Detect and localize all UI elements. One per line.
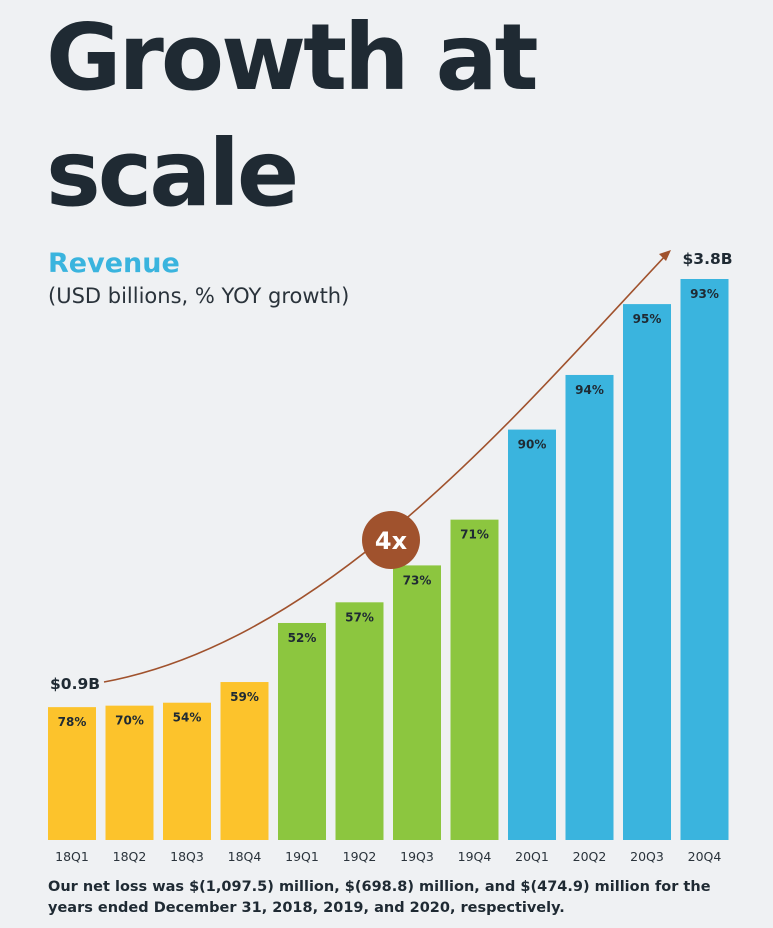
growth-arrow bbox=[103, 252, 669, 683]
bar-18Q2 bbox=[105, 705, 154, 840]
footnote: Our net loss was $(1,097.5) million, $(6… bbox=[48, 879, 711, 916]
bar-19Q3 bbox=[393, 565, 441, 840]
bar-18Q4 bbox=[220, 682, 269, 840]
x-tick-label: 19Q3 bbox=[400, 849, 434, 864]
bar-19Q1 bbox=[278, 622, 326, 840]
x-tick-label: 20Q1 bbox=[515, 849, 549, 864]
arrow-head-icon bbox=[659, 250, 671, 261]
x-tick-label: 20Q2 bbox=[573, 849, 607, 864]
bar-yoy-label: 78% bbox=[58, 715, 87, 729]
growth-badge-label: 4x bbox=[375, 527, 408, 555]
bar-yoy-label: 95% bbox=[633, 312, 662, 326]
x-tick-label: 18Q4 bbox=[228, 849, 262, 864]
chart-title: Revenue bbox=[48, 248, 180, 279]
bar-yoy-label: 93% bbox=[690, 287, 719, 301]
x-tick-label: 20Q3 bbox=[630, 849, 664, 864]
x-tick-label: 18Q1 bbox=[55, 849, 89, 864]
x-tick-label: 19Q4 bbox=[458, 849, 492, 864]
bar-yoy-label: 57% bbox=[345, 610, 374, 624]
headline-line-1: Growth at bbox=[46, 4, 539, 111]
bar-19Q4 bbox=[450, 519, 499, 840]
bar-yoy-label: 70% bbox=[115, 714, 144, 728]
growth-badge bbox=[362, 511, 420, 569]
x-tick-label: 18Q3 bbox=[170, 849, 204, 864]
bar-18Q3 bbox=[163, 702, 211, 840]
bar-20Q2 bbox=[565, 374, 614, 840]
bar-yoy-label: 90% bbox=[518, 438, 547, 452]
bar-yoy-label: 54% bbox=[173, 711, 202, 725]
bar-18Q1 bbox=[48, 707, 96, 840]
bar-yoy-label: 94% bbox=[575, 383, 604, 397]
bar-yoy-label: 73% bbox=[403, 573, 432, 587]
x-tick-label: 19Q1 bbox=[285, 849, 319, 864]
start-value-label: $0.9B bbox=[50, 675, 100, 693]
bar-19Q2 bbox=[335, 602, 384, 840]
headline-line-2: scale bbox=[46, 120, 299, 227]
bar-20Q3 bbox=[623, 304, 671, 840]
end-value-label: $3.8B bbox=[683, 250, 733, 268]
headline: Growth at scale bbox=[46, 0, 539, 232]
bar-20Q4 bbox=[680, 279, 729, 840]
bar-yoy-label: 71% bbox=[460, 528, 489, 542]
x-tick-label: 19Q2 bbox=[343, 849, 377, 864]
bar-yoy-label: 59% bbox=[230, 690, 259, 704]
x-tick-label: 18Q2 bbox=[113, 849, 147, 864]
bar-yoy-label: 52% bbox=[288, 631, 317, 645]
chart-subtitle: (USD billions, % YOY growth) bbox=[48, 284, 350, 308]
bar-20Q1 bbox=[508, 429, 556, 840]
x-tick-label: 20Q4 bbox=[688, 849, 722, 864]
